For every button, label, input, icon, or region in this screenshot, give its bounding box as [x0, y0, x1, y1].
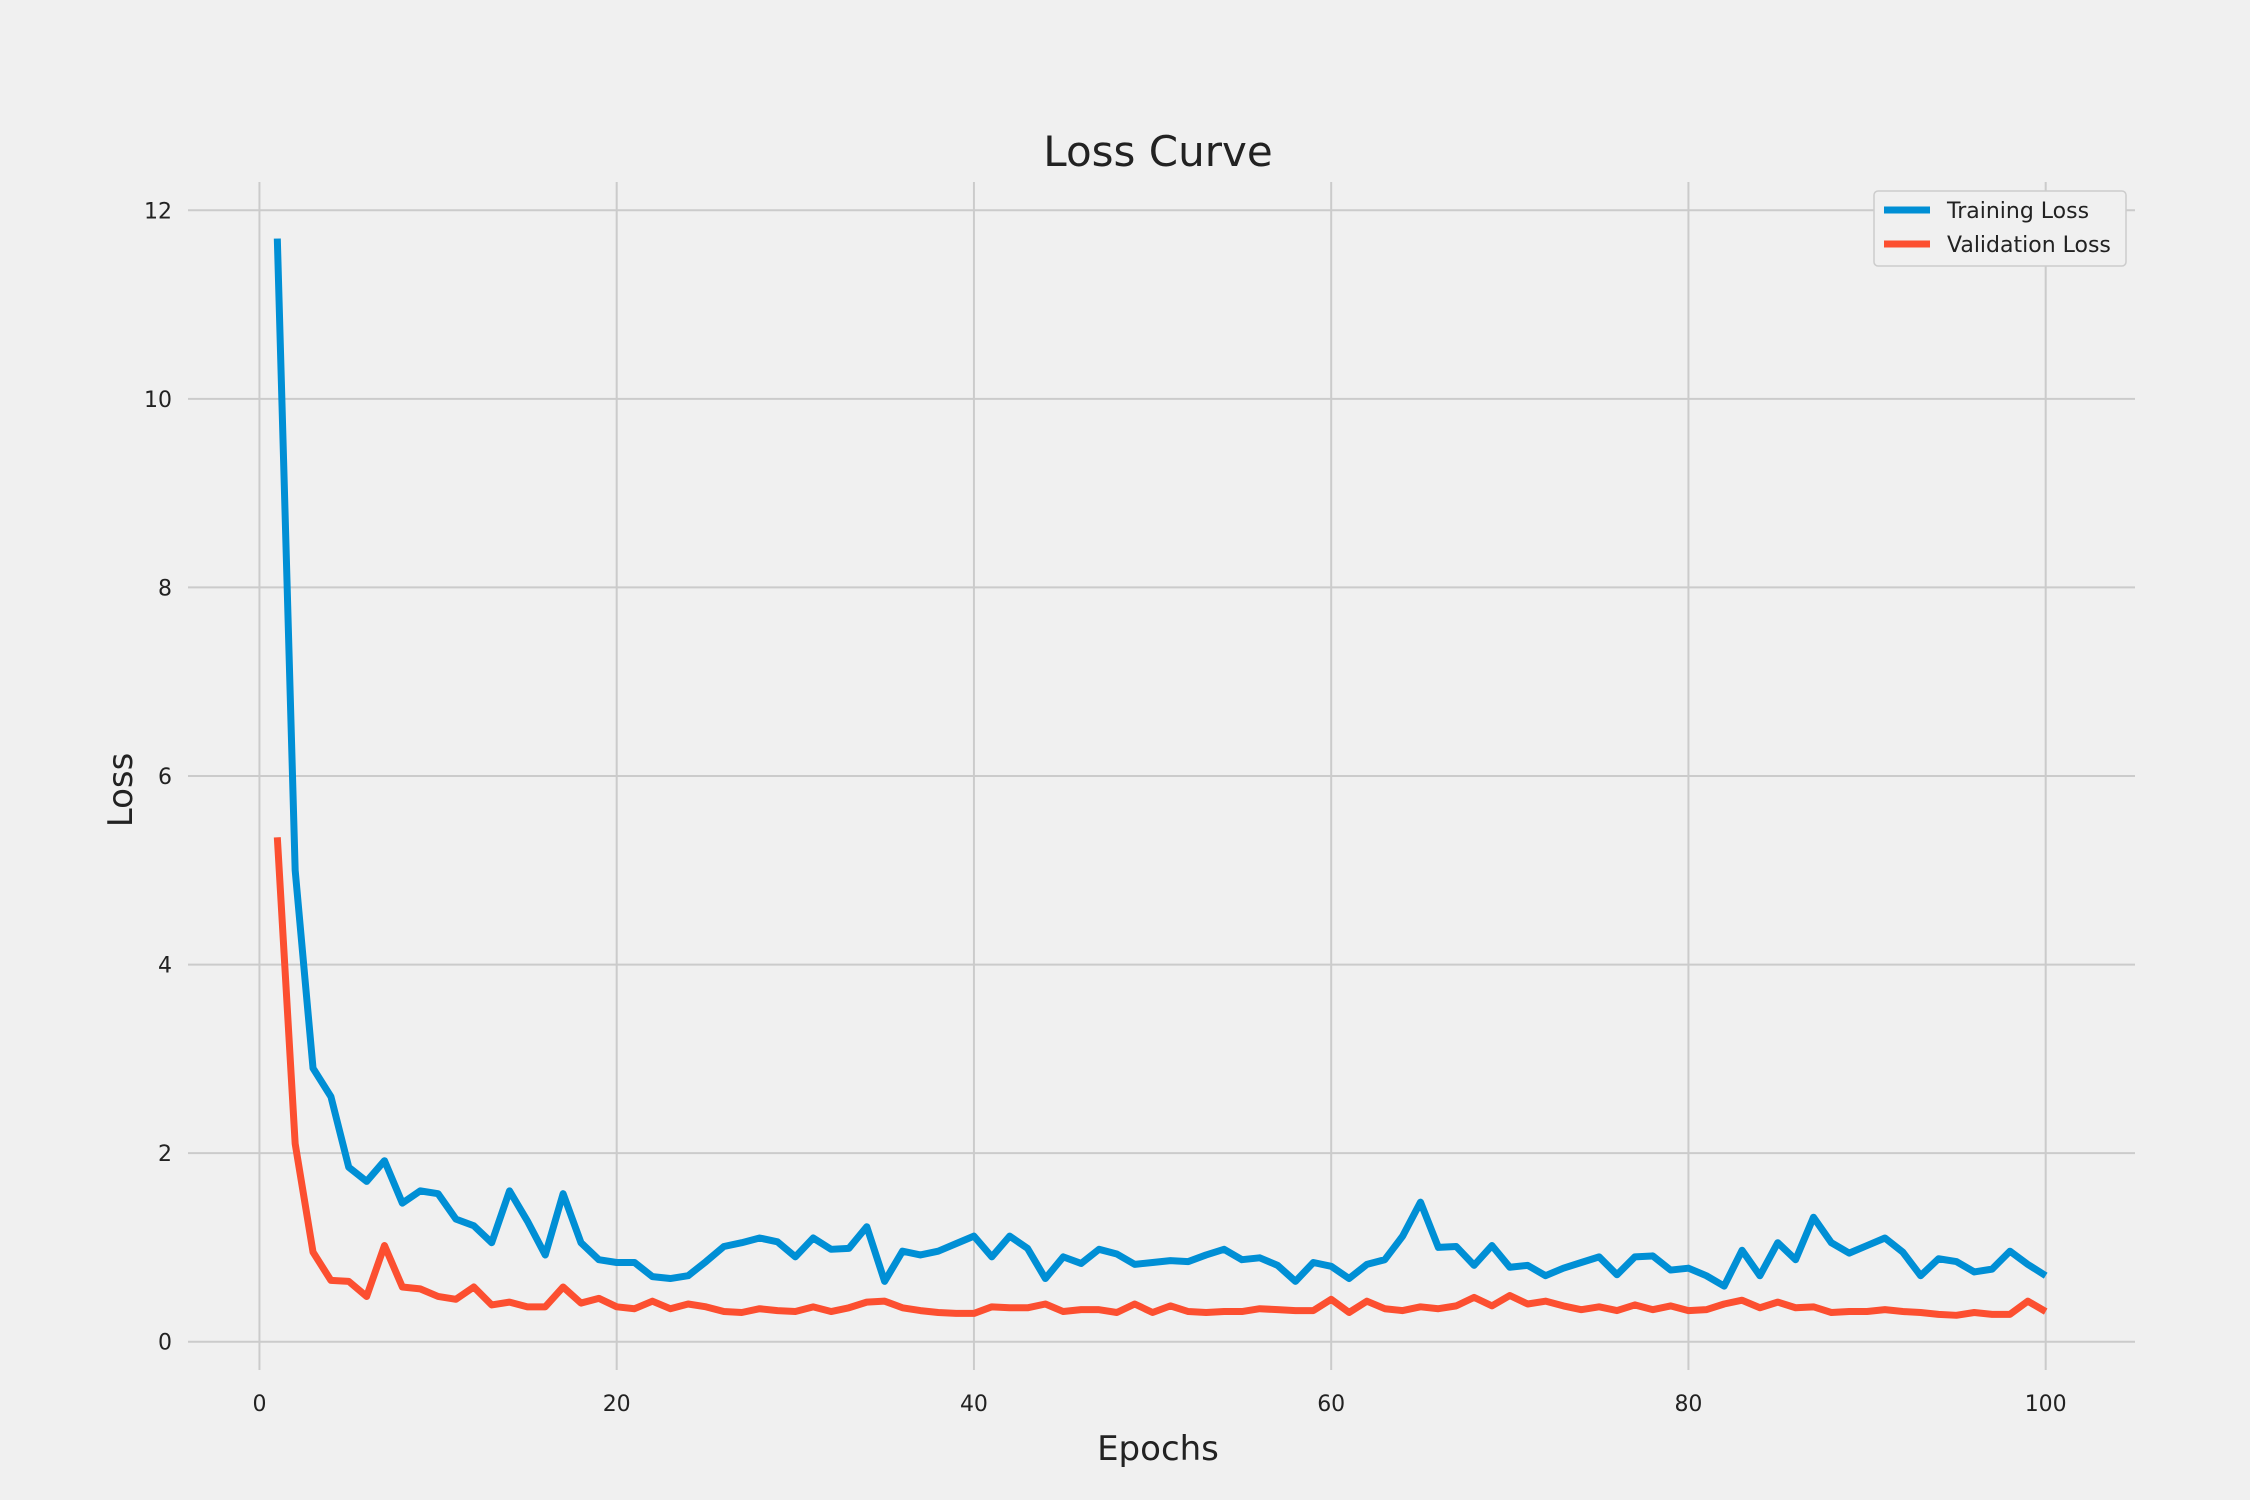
y-tick-label-6: 6 — [158, 765, 172, 790]
y-grid-lines — [188, 209, 2135, 1343]
y-tick-label-10: 10 — [144, 388, 172, 413]
x-tick-label-100: 100 — [2025, 1392, 2067, 1417]
legend: Training Loss Validation Loss — [1873, 190, 2127, 267]
y-tick-label-2: 2 — [158, 1142, 172, 1167]
x-tick-label-80: 80 — [1674, 1392, 1702, 1417]
x-tick-label-60: 60 — [1317, 1392, 1345, 1417]
y-tick-label-0: 0 — [158, 1331, 172, 1356]
y-tick-label-4: 4 — [158, 954, 172, 979]
y-tick-labels: 0 2 4 6 8 10 12 — [144, 199, 172, 1355]
x-tick-label-40: 40 — [960, 1392, 988, 1417]
series-line-training-loss — [273, 238, 2048, 1290]
series-lines — [273, 238, 2048, 1319]
legend-label-validation-loss: Validation Loss — [1947, 233, 2111, 258]
legend-box — [1873, 190, 2127, 267]
y-tick-label-8: 8 — [158, 576, 172, 601]
x-tick-labels: 0 20 40 60 80 100 — [252, 1392, 2066, 1417]
x-tick-label-20: 20 — [603, 1392, 631, 1417]
chart-title: Loss Curve — [1043, 127, 1272, 176]
x-axis-label: Epochs — [1097, 1429, 1219, 1469]
y-tick-label-12: 12 — [144, 199, 172, 224]
x-tick-label-0: 0 — [252, 1392, 266, 1417]
series-line-validation-loss — [273, 837, 2048, 1319]
y-axis-label: Loss — [101, 753, 141, 828]
legend-label-training-loss: Training Loss — [1946, 199, 2089, 224]
